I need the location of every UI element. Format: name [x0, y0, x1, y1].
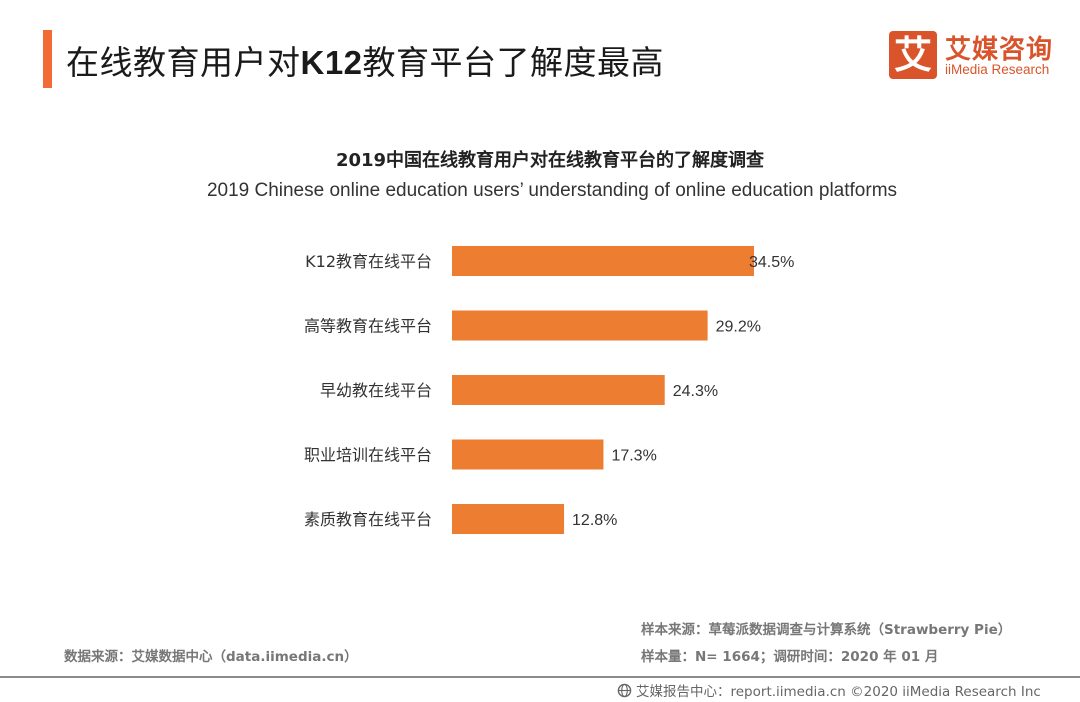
sample-source: 样本来源：草莓派数据调查与计算系统（Strawberry Pie） — [641, 622, 1012, 638]
value-label: 12.8% — [572, 512, 617, 529]
logo-name-cn: 艾媒咨询 — [945, 35, 1054, 65]
value-label: 24.3% — [673, 383, 718, 400]
sample-info: 样本量：N= 1664；调研时间：2020 年 01 月 — [641, 649, 939, 665]
globe-icon — [617, 683, 632, 697]
footer-divider — [0, 676, 1080, 678]
category-label: 职业培训在线平台 — [304, 446, 432, 465]
footer-copyright: 艾媒报告中心：report.iimedia.cn ©2020 iiMedia R… — [617, 680, 1041, 700]
bar — [452, 504, 565, 534]
value-label: 34.5% — [749, 254, 794, 271]
data-source: 数据来源：艾媒数据中心（data.iimedia.cn） — [64, 649, 358, 665]
logo-name-en: iiMedia Research — [945, 62, 1050, 77]
category-label: 高等教育在线平台 — [304, 317, 432, 336]
bar — [452, 439, 604, 470]
category-label: 素质教育在线平台 — [304, 510, 432, 529]
title-prefix: 在线教育用户对 — [66, 43, 301, 82]
title-suffix: 教育平台了解度最高 — [362, 43, 665, 82]
category-label: K12教育在线平台 — [305, 252, 432, 271]
bar — [452, 375, 665, 405]
category-label: 早幼教在线平台 — [320, 381, 432, 400]
logo-mark-icon: 艾 — [889, 31, 937, 79]
copyright-text: 艾媒报告中心：report.iimedia.cn ©2020 iiMedia R… — [636, 684, 1041, 700]
value-label: 29.2% — [716, 319, 761, 336]
bar — [452, 310, 708, 341]
title-accent-bar — [43, 30, 52, 88]
page-title: 在线教育用户对K12教育平台了解度最高 — [66, 36, 664, 84]
title-bold: K12 — [300, 44, 363, 81]
bar-chart: K12教育在线平台 34.5% 高等教育在线平台 29.2% 早幼教在线平台 24.3% 职… — [304, 246, 794, 534]
chart-subtitle: 2019 Chinese online education users’ und… — [206, 180, 898, 201]
bar — [452, 246, 754, 276]
chart-title: 2019中国在线教育用户对在线教育平台的了解度调查 — [335, 150, 765, 171]
value-label: 17.3% — [611, 448, 656, 465]
